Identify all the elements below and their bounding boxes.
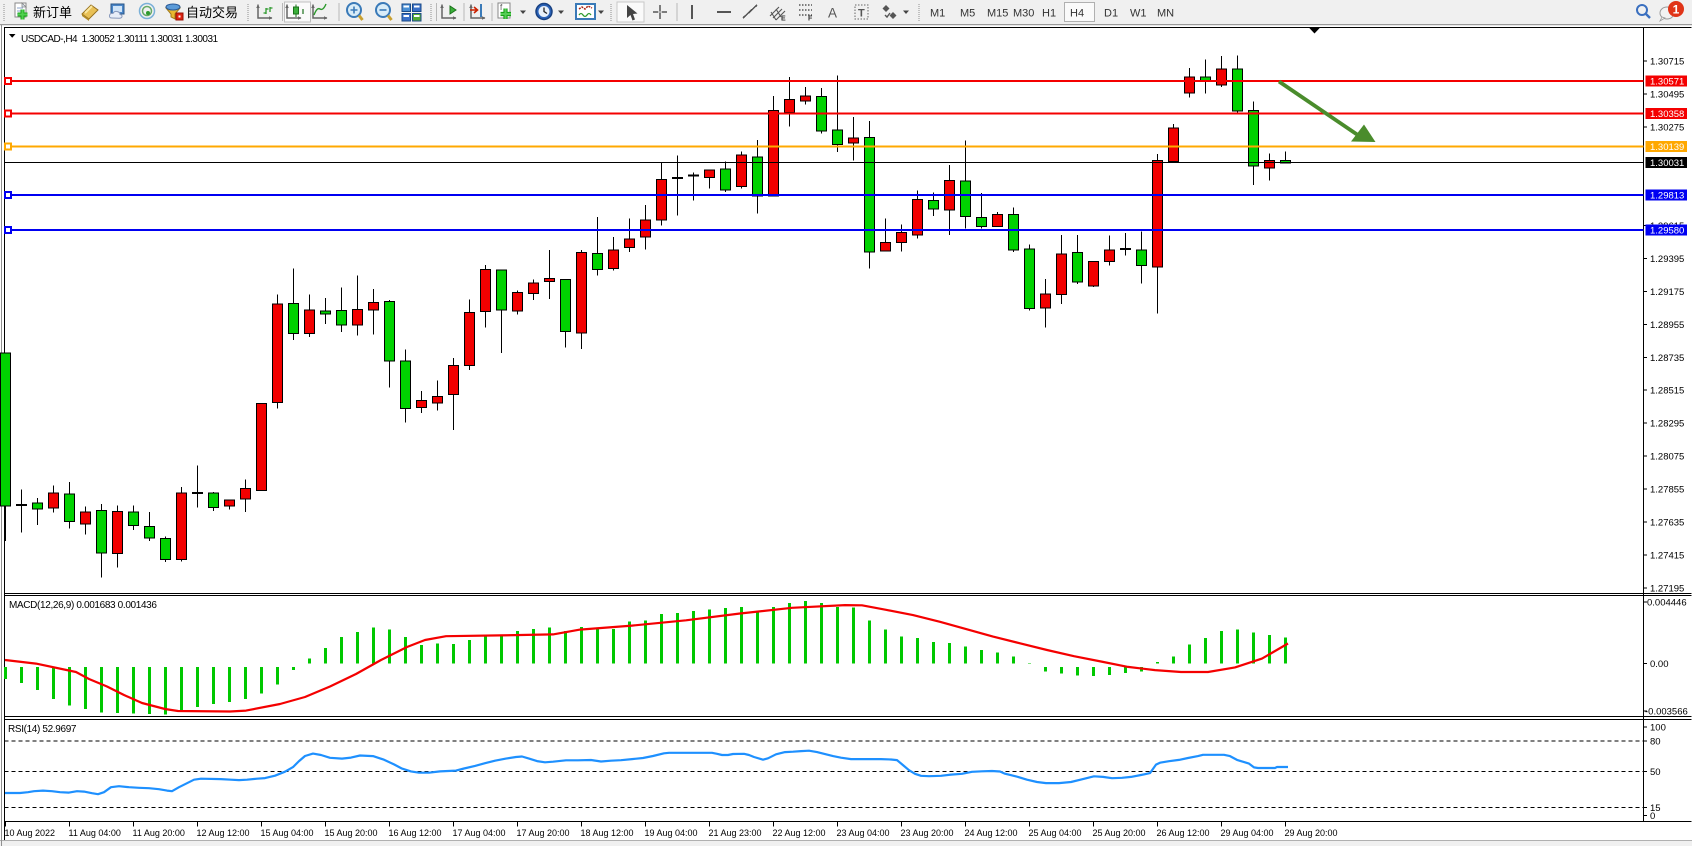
svg-text:自动交易: 自动交易	[186, 5, 238, 20]
svg-text:D1: D1	[1104, 8, 1118, 20]
svg-text:新订单: 新订单	[33, 5, 72, 20]
svg-text:50: 50	[1650, 767, 1661, 778]
svg-text:M1: M1	[930, 8, 945, 20]
svg-text:26 Aug 12:00: 26 Aug 12:00	[1157, 828, 1210, 838]
svg-text:T: T	[858, 8, 865, 20]
svg-text:18 Aug 12:00: 18 Aug 12:00	[581, 828, 634, 838]
svg-text:0.00: 0.00	[1650, 659, 1669, 670]
svg-text:1.28515: 1.28515	[1650, 386, 1684, 397]
svg-text:H4: H4	[1070, 8, 1084, 20]
svg-text:MACD(12,26,9) 0.001683 0.00143: MACD(12,26,9) 0.001683 0.001436	[9, 600, 157, 611]
svg-text:100: 100	[1650, 723, 1666, 734]
svg-text:1.27635: 1.27635	[1650, 518, 1684, 529]
svg-text:1.28735: 1.28735	[1650, 353, 1684, 364]
svg-text:17 Aug 04:00: 17 Aug 04:00	[453, 828, 506, 838]
svg-text:1.27195: 1.27195	[1650, 583, 1684, 594]
svg-text:1.29395: 1.29395	[1650, 254, 1684, 265]
svg-text:1.27415: 1.27415	[1650, 550, 1684, 561]
svg-text:29 Aug 04:00: 29 Aug 04:00	[1221, 828, 1274, 838]
svg-text:1.29175: 1.29175	[1650, 287, 1684, 298]
svg-text:15: 15	[1650, 803, 1661, 814]
svg-text:23 Aug 20:00: 23 Aug 20:00	[901, 828, 954, 838]
svg-text:-0.003566: -0.003566	[1645, 707, 1688, 718]
svg-text:1.30275: 1.30275	[1650, 123, 1684, 134]
svg-text:1.29813: 1.29813	[1650, 191, 1684, 202]
svg-text:25 Aug 20:00: 25 Aug 20:00	[1093, 828, 1146, 838]
svg-text:1.27855: 1.27855	[1650, 485, 1684, 496]
svg-text:M15: M15	[987, 8, 1008, 20]
svg-text:21 Aug 23:00: 21 Aug 23:00	[709, 828, 762, 838]
svg-text:1.30139: 1.30139	[1650, 142, 1684, 153]
svg-text:M30: M30	[1013, 8, 1034, 20]
svg-text:USDCAD-,H4 1.30052 1.30111 1.: USDCAD-,H4 1.30052 1.30111 1.30031 1.300…	[21, 34, 219, 45]
svg-text:1: 1	[1673, 3, 1680, 17]
svg-text:H1: H1	[1042, 8, 1056, 20]
svg-text:22 Aug 12:00: 22 Aug 12:00	[773, 828, 826, 838]
svg-text:A: A	[828, 6, 837, 21]
svg-text:80: 80	[1650, 737, 1661, 748]
svg-text:10 Aug 2022: 10 Aug 2022	[5, 828, 56, 838]
svg-text:25 Aug 04:00: 25 Aug 04:00	[1029, 828, 1082, 838]
svg-text:RSI(14) 52.9697: RSI(14) 52.9697	[8, 724, 77, 735]
svg-text:11 Aug 20:00: 11 Aug 20:00	[133, 828, 185, 838]
svg-text:1.30571: 1.30571	[1650, 77, 1684, 88]
svg-text:17 Aug 20:00: 17 Aug 20:00	[517, 828, 570, 838]
svg-text:MN: MN	[1157, 8, 1174, 20]
svg-text:11 Aug 04:00: 11 Aug 04:00	[69, 828, 121, 838]
svg-text:1.30715: 1.30715	[1650, 57, 1684, 68]
svg-text:1.30495: 1.30495	[1650, 90, 1684, 101]
svg-text:0: 0	[1650, 811, 1655, 822]
svg-text:1.28955: 1.28955	[1650, 320, 1684, 331]
svg-text:1.28295: 1.28295	[1650, 419, 1684, 430]
svg-text:1.28075: 1.28075	[1650, 452, 1684, 463]
svg-text:f: f	[500, 3, 503, 12]
svg-text:1.29580: 1.29580	[1650, 226, 1684, 237]
svg-text:19 Aug 04:00: 19 Aug 04:00	[645, 828, 698, 838]
svg-text:29 Aug 20:00: 29 Aug 20:00	[1285, 828, 1338, 838]
svg-text:M5: M5	[960, 8, 975, 20]
svg-text:12 Aug 12:00: 12 Aug 12:00	[197, 828, 250, 838]
svg-text:1.30358: 1.30358	[1650, 109, 1684, 120]
svg-text:E: E	[781, 16, 786, 23]
svg-text:24 Aug 12:00: 24 Aug 12:00	[965, 828, 1018, 838]
svg-text:W1: W1	[1130, 8, 1147, 20]
svg-text:1.30031: 1.30031	[1650, 158, 1684, 169]
svg-text:15 Aug 20:00: 15 Aug 20:00	[325, 828, 378, 838]
svg-text:15 Aug 04:00: 15 Aug 04:00	[261, 828, 314, 838]
svg-text:F: F	[808, 16, 813, 23]
svg-text:23 Aug 04:00: 23 Aug 04:00	[837, 828, 890, 838]
svg-text:0.004446: 0.004446	[1647, 598, 1687, 609]
svg-text:16 Aug 12:00: 16 Aug 12:00	[389, 828, 442, 838]
